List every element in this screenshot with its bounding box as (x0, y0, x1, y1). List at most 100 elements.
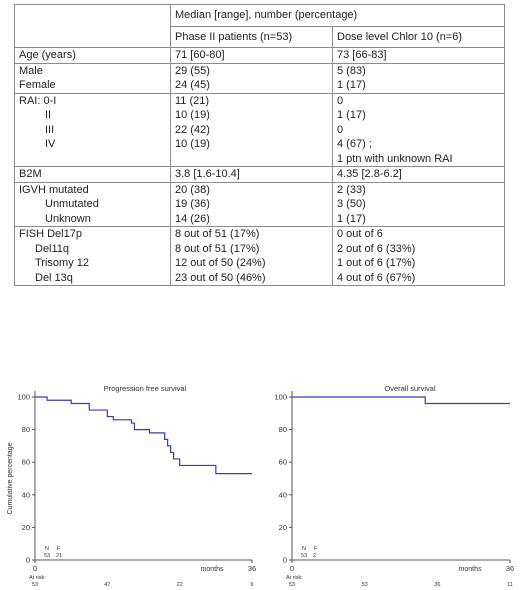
row-label: Male (14, 62, 171, 78)
table-row: IGVH mutated 20 (38) 2 (33) (14, 181, 505, 197)
at-risk-value: 36 (434, 582, 440, 588)
y-tick-label: 40 (22, 490, 30, 499)
table-row: Trisomy 12 12 out of 50 (24%) 1 out of 6… (14, 256, 505, 271)
row-value-phase2: 3.8 [1.6-10.4] (170, 166, 333, 183)
row-label: II (14, 108, 171, 123)
row-value-dose: 1 (17) (332, 211, 505, 227)
y-tick-label: 100 (17, 393, 30, 402)
table-row: Unmutated 19 (36) 3 (50) (14, 197, 505, 212)
survival-curve (35, 396, 252, 475)
row-value-phase2: 71 [60-80] (170, 47, 333, 64)
y-tick-label: 0 (283, 556, 287, 565)
row-value-dose: 1 (17) (332, 78, 505, 94)
table-row: Male 29 (55) 5 (83) (14, 62, 505, 78)
row-label: Female (14, 78, 171, 94)
x-tick-label: 0 (33, 564, 37, 573)
header-empty-cell (14, 4, 171, 26)
f-label: F (314, 546, 318, 552)
n-value: 53 (301, 553, 307, 559)
row-label: III (14, 122, 171, 137)
row-value-phase2 (170, 151, 333, 167)
row-label: Age (years) (14, 47, 171, 64)
characteristics-table: Median [range], number (percentage) Phas… (14, 4, 505, 286)
row-value-dose: 0 (332, 122, 505, 137)
pfs-chart: Progression free survival 100 80 60 40 20 00 36… (7, 384, 256, 588)
n-value: 53 (44, 553, 50, 559)
os-chart: Overall survival 100 80 60 40 20 00 36 months N F 5… (274, 384, 514, 588)
row-value-phase2: 8 out of 51 (17%) (170, 226, 333, 242)
table-row: Unknown 14 (26) 1 (17) (14, 211, 505, 227)
chart-title: Progression free survival (104, 384, 187, 393)
col1-header: Phase II patients (n=53) (170, 25, 333, 48)
at-risk-value: 53 (362, 582, 368, 588)
x-axis-label: months (459, 566, 482, 573)
row-value-phase2: 14 (26) (170, 211, 333, 227)
y-tick-label: 20 (279, 523, 287, 532)
f-value: 21 (56, 553, 62, 559)
header-top-cell: Median [range], number (percentage) (170, 4, 505, 27)
header-empty-cell (14, 26, 171, 48)
row-value-phase2: 12 out of 50 (24%) (170, 256, 333, 271)
row-label: Del 13q (14, 270, 171, 286)
row-value-dose: 0 (332, 92, 505, 108)
row-label: Unmutated (14, 197, 171, 212)
row-label: IGVH mutated (14, 181, 171, 197)
y-tick-label: 20 (22, 523, 30, 532)
row-value-phase2: 23 out of 50 (46%) (170, 270, 333, 286)
y-tick-label: 80 (279, 425, 287, 434)
y-tick-label: 60 (22, 458, 30, 467)
row-value-dose: 4 (67) ; (332, 137, 505, 152)
f-label: F (57, 546, 61, 552)
at-risk-value: 53 (32, 582, 38, 588)
row-value-dose: 2 (33) (332, 181, 505, 197)
table-row: B2M 3.8 [1.6-10.4] 4.35 [2.8-6.2] (14, 166, 505, 183)
y-tick-label: 60 (279, 458, 287, 467)
x-tick-label: 36 (248, 564, 256, 573)
row-label: FISH Del17p (14, 226, 171, 242)
at-risk-value: 11 (507, 582, 513, 588)
table-header-top-row: Median [range], number (percentage) (14, 4, 505, 27)
at-risk-value: 53 (289, 582, 295, 588)
n-label: N (302, 546, 306, 552)
x-tick-label: 36 (506, 564, 514, 573)
row-value-dose: 73 [66-83] (332, 47, 505, 64)
row-value-phase2: 20 (38) (170, 181, 333, 197)
y-tick-label: 80 (22, 425, 30, 434)
table-header-row: Phase II patients (n=53) Dose level Chlo… (14, 25, 505, 48)
table-row: Female 24 (45) 1 (17) (14, 78, 505, 94)
chart-title: Overall survival (384, 384, 436, 393)
row-value-phase2: 8 out of 51 (17%) (170, 241, 333, 256)
row-value-phase2: 11 (21) (170, 92, 333, 108)
table-row: IV 10 (19) 4 (67) ; (14, 137, 505, 152)
table-row: Age (years) 71 [60-80] 73 [66-83] (14, 47, 505, 64)
row-value-dose: 3 (50) (332, 197, 505, 212)
table-row: III 22 (42) 0 (14, 122, 505, 137)
row-value-dose: 1 ptn with unknown RAI (332, 151, 505, 167)
x-tick-label: 0 (290, 564, 294, 573)
row-value-phase2: 29 (55) (170, 62, 333, 78)
row-value-dose: 1 (17) (332, 108, 505, 123)
row-value-dose: 0 out of 6 (332, 226, 505, 242)
row-value-phase2: 22 (42) (170, 122, 333, 137)
at-risk-value: 47 (104, 582, 110, 588)
table-row: Del 13q 23 out of 50 (46%) 4 out of 6 (6… (14, 270, 505, 286)
survival-curve (292, 396, 510, 405)
row-value-phase2: 10 (19) (170, 137, 333, 152)
row-value-dose: 1 out of 6 (17%) (332, 256, 505, 271)
col2-header: Dose level Chlor 10 (n=6) (332, 25, 505, 48)
row-label: Unknown (14, 211, 171, 227)
n-label: N (45, 546, 49, 552)
row-label: B2M (14, 166, 171, 183)
at-risk-value: 6 (250, 582, 253, 588)
row-label: Del11q (14, 241, 171, 256)
row-value-dose: 4 out of 6 (67%) (332, 270, 505, 286)
f-value: 2 (313, 553, 316, 559)
row-label: Trisomy 12 (14, 256, 171, 271)
row-value-dose: 4.35 [2.8-6.2] (332, 166, 505, 183)
row-value-phase2: 19 (36) (170, 197, 333, 212)
y-tick-label: 40 (279, 490, 287, 499)
row-label: IV (14, 137, 171, 152)
y-tick-label: 100 (274, 393, 287, 402)
y-tick-label: 0 (26, 556, 30, 565)
row-label: RAI: 0-I (14, 92, 171, 108)
